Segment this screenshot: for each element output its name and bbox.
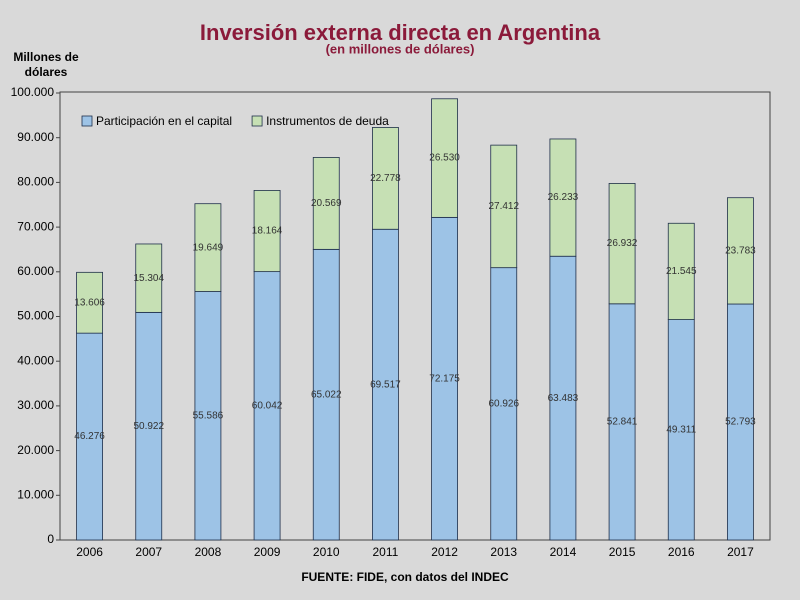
value-label: 26.233 [548,192,579,203]
plot-area [59,91,771,541]
value-label: 46.276 [74,431,105,442]
x-tick-label: 2009 [254,545,281,559]
x-tick-label: 2012 [431,545,458,559]
bar-segment [372,127,399,230]
y-tick-label: 20.000 [17,443,54,457]
bar-segment [727,197,754,305]
x-tick-label: 2007 [135,545,162,559]
x-tick-label: 2017 [727,545,754,559]
value-label: 69.517 [370,379,401,390]
value-label: 63.483 [548,393,579,404]
value-label: 60.042 [252,400,283,411]
value-label: 52.793 [725,417,756,428]
bar-segment [431,216,458,541]
bar-segment [549,255,577,541]
bar-segment [135,311,163,541]
value-label: 52.841 [607,417,638,428]
value-label: 50.922 [133,421,164,432]
value-label: 23.783 [725,246,756,257]
bar-segment [76,332,103,541]
y-tick-label: 10.000 [17,487,54,501]
bar-segment [431,98,458,218]
bar-segment [194,203,222,292]
bar-segment [253,271,281,541]
bar-segment [312,157,340,250]
y-tick-label: 0 [47,532,54,546]
source: FUENTE: FIDE, con datos del INDEC [301,570,509,584]
bar-segment [372,228,399,541]
bar-segment [135,243,163,313]
bar-segment [490,267,518,541]
x-tick-label: 2011 [373,545,399,559]
x-tick-label: 2014 [550,545,577,559]
value-label: 26.932 [607,238,638,249]
chart-subtitle: (en millones de dólares) [326,41,475,56]
value-label: 13.606 [74,297,105,308]
value-label: 55.586 [193,410,224,421]
value-label: 65.022 [311,389,342,400]
x-tick-label: 2008 [195,545,222,559]
chart-title: Inversión externa directa en Argentina [200,20,601,45]
y-tick-label: 50.000 [17,309,54,323]
value-label: 21.545 [666,266,697,277]
bar-segment [549,138,577,257]
value-label: 15.304 [133,273,164,284]
value-label: 19.649 [193,242,224,253]
bar-segment [608,303,636,541]
value-label: 72.175 [429,373,460,384]
x-tick-label: 2006 [76,545,103,559]
x-tick-label: 2016 [668,545,695,559]
legend-label: Instrumentos de deuda [266,114,389,128]
bar-segment [253,190,281,273]
y-tick-label: 70.000 [17,219,54,233]
value-label: 49.311 [666,424,696,435]
value-label: 27.412 [488,201,519,212]
y-tick-label: 100.000 [11,85,55,99]
y-tick-label: 30.000 [17,398,54,412]
bar-segment [194,291,222,541]
legend-swatch [251,115,263,127]
y-axis-label: Millones de dólares [13,50,79,79]
value-label: 20.569 [311,198,342,209]
y-tick-label: 40.000 [17,353,54,367]
value-label: 26.530 [429,153,460,164]
legend-swatch [81,115,93,127]
bar-segment [490,144,518,269]
value-label: 60.926 [488,398,519,409]
x-tick-label: 2010 [313,545,340,559]
value-label: 18.164 [252,226,283,237]
bar-segment [608,183,636,305]
x-tick-label: 2013 [490,545,517,559]
x-tick-label: 2015 [609,545,636,559]
legend-label: Participación en el capital [96,114,232,128]
value-label: 22.778 [370,173,401,184]
bar-segment [312,248,340,541]
bar-segment [667,222,695,320]
y-tick-label: 60.000 [17,264,54,278]
y-tick-label: 90.000 [17,130,54,144]
y-tick-label: 80.000 [17,175,54,189]
bar-segment [76,271,103,334]
bar-segment [727,303,754,541]
